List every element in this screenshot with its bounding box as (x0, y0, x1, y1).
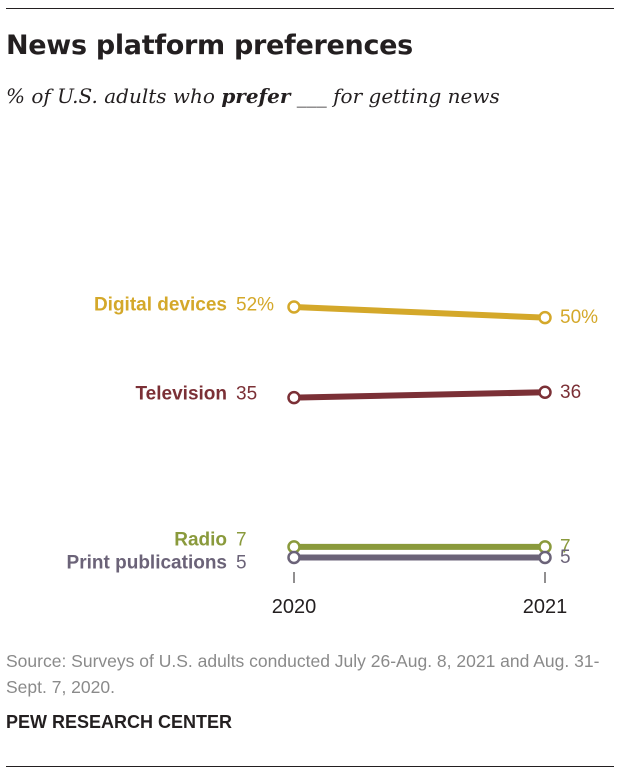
subtitle-emphasis: prefer (221, 84, 291, 108)
bottom-rule (6, 766, 614, 767)
digital-devices-line (293, 304, 546, 321)
television-value-label-2021: 36 (560, 382, 581, 403)
print-publications-series-label: Print publications (67, 553, 227, 574)
digital-devices-series-label: Digital devices (94, 295, 227, 316)
digital-devices-value-label-2020: 52% (236, 295, 274, 316)
chart-title: News platform preferences (6, 30, 413, 61)
line-chart: Digital devices 52% 50% Television 35 36 Radio… (67, 295, 599, 619)
radio-series-label: Radio (174, 530, 227, 551)
series-television: Television 35 36 (135, 382, 581, 405)
subtitle-lead: % of U.S. adults who (6, 84, 222, 108)
print-publications-value-label-2021: 5 (560, 547, 571, 568)
television-series-label: Television (135, 384, 227, 405)
top-rule (6, 8, 614, 9)
print-publications-point-2020 (287, 550, 301, 565)
source-note: Source: Surveys of U.S. adults conducted… (6, 651, 600, 697)
radio-point-2020 (287, 540, 301, 554)
television-point-2020 (287, 390, 301, 405)
digital-devices-point-2021 (538, 310, 552, 325)
digital-devices-value-label-2021: 50% (560, 307, 598, 328)
print-publications-point-2021 (538, 550, 552, 565)
x-tick-label-2020: 2020 (272, 596, 317, 618)
series-layer: Digital devices 52% 50% Television 35 36 Radio… (67, 295, 599, 574)
chart-subtitle: % of U.S. adults who prefer ___ for gett… (6, 84, 500, 108)
series-radio: Radio 7 7 (174, 530, 570, 558)
radio-point-2021 (538, 540, 552, 554)
x-axis: 2020 2021 (272, 572, 568, 618)
radio-value-label-2021: 7 (560, 536, 571, 557)
radio-value-label-2020: 7 (236, 530, 247, 551)
x-tick-label-2021: 2021 (523, 596, 568, 618)
television-value-label-2020: 35 (236, 384, 257, 405)
print-publications-value-label-2020: 5 (236, 553, 247, 574)
subtitle-tail: ___ for getting news (290, 84, 500, 108)
series-digital-devices: Digital devices 52% 50% (94, 295, 598, 329)
television-line (293, 389, 546, 401)
television-point-2021 (538, 385, 552, 400)
series-print-publications: Print publications 5 5 (67, 547, 571, 574)
pew-credit: PEW RESEARCH CENTER (6, 712, 233, 732)
digital-devices-point-2020 (287, 300, 301, 314)
